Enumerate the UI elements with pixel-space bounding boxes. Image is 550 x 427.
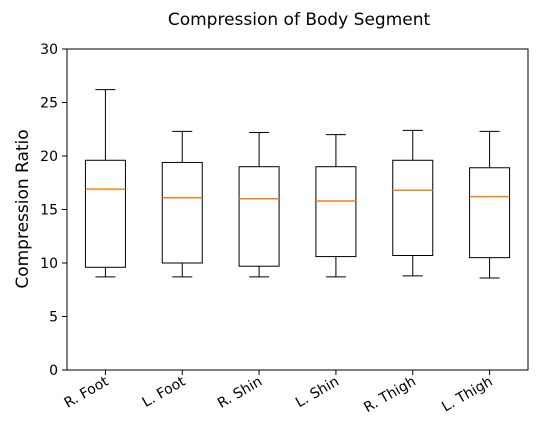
y-tick-label: 5 <box>49 310 58 326</box>
x-tick-label: R. Foot <box>62 373 112 411</box>
y-tick-label: 20 <box>40 149 58 165</box>
y-tick-label: 10 <box>40 256 58 272</box>
box <box>161 161 203 264</box>
y-tick-label: 0 <box>49 363 58 379</box>
x-tick-label: L. Thigh <box>439 374 495 416</box>
y-tick-label: 25 <box>40 96 58 112</box>
axes-frame <box>66 48 529 371</box>
x-tick-label: R. Shin <box>215 374 265 412</box>
box <box>84 159 126 268</box>
box <box>238 166 280 267</box>
y-tick-label: 15 <box>40 203 58 219</box>
x-tick-label: R. Thigh <box>361 374 419 416</box>
x-tick-label: L. Shin <box>293 374 342 411</box>
x-tick-label: L. Foot <box>140 373 189 411</box>
box <box>469 167 511 259</box>
box <box>315 166 357 258</box>
y-axis-label: Compression Ratio <box>13 129 33 288</box>
y-tick-label: 30 <box>40 42 58 58</box>
chart-title: Compression of Body Segment <box>168 10 431 30</box>
plot-area: 0 5 10 15 20 25 30 R. Foot L. Foot R. Shin L. Shin… <box>40 42 529 416</box>
box <box>392 159 434 257</box>
